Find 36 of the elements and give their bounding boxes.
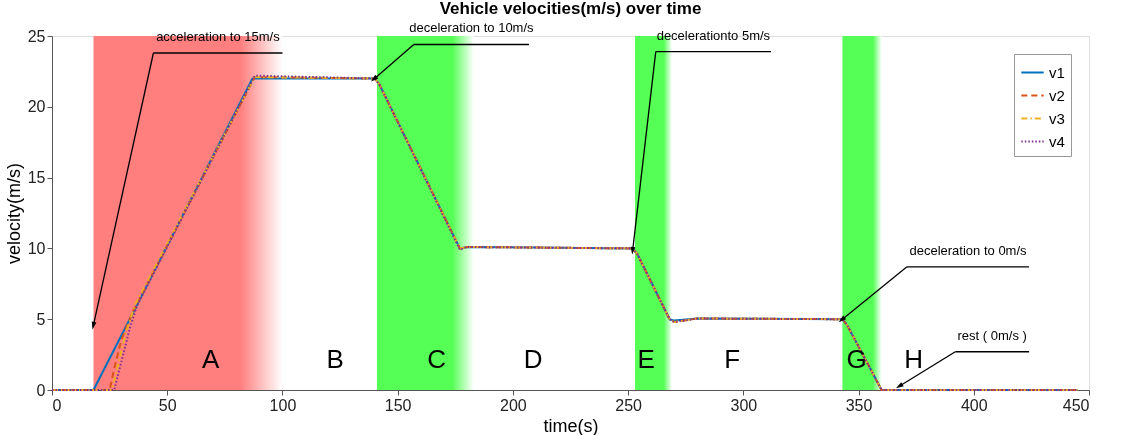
annotation: B [326, 344, 344, 375]
annotation: F [724, 344, 741, 375]
annotation: E [637, 344, 655, 375]
annotation: A [201, 344, 220, 375]
y-axis-title: velocity(m/s) [3, 162, 24, 265]
annotation: deceleration to 10m/s [409, 20, 535, 36]
y-tick-label: 5 [36, 310, 46, 328]
y-tick-label: 25 [27, 27, 46, 45]
legend-label: v1 [1049, 63, 1065, 81]
x-tick-label: 400 [960, 396, 988, 414]
annotation: acceleration to 15m/s [156, 28, 281, 44]
annotation: decelerationto 5m/s [656, 27, 771, 43]
y-tick-label: 10 [27, 239, 46, 257]
legend-label: v3 [1049, 109, 1065, 127]
legend-label: v4 [1049, 132, 1065, 150]
x-tick-label: 300 [730, 396, 758, 414]
x-tick-label: 0 [52, 396, 62, 414]
x-tick-label: 250 [615, 396, 643, 414]
annotation: C [427, 344, 447, 375]
y-tick-label: 0 [36, 381, 46, 399]
x-tick-label: 350 [845, 396, 873, 414]
x-tick-label: 100 [269, 396, 297, 414]
annotation: H [904, 344, 924, 375]
x-tick-label: 200 [500, 396, 527, 414]
annotation: deceleration to 0m/s [909, 242, 1028, 258]
x-tick-label: 50 [158, 396, 177, 414]
annotation: G [846, 344, 867, 375]
x-tick-label: 150 [384, 396, 412, 414]
annotation: rest ( 0m/s ) [957, 327, 1027, 343]
legend-label: v2 [1049, 86, 1065, 104]
chart-title: Vehicle velocities(m/s) over time [439, 0, 702, 19]
x-tick-label: 450 [1062, 396, 1090, 414]
y-tick-label: 15 [27, 169, 46, 187]
y-tick-label: 20 [27, 98, 46, 116]
annotation: D [523, 344, 543, 375]
x-axis-title: time(s) [543, 415, 599, 435]
